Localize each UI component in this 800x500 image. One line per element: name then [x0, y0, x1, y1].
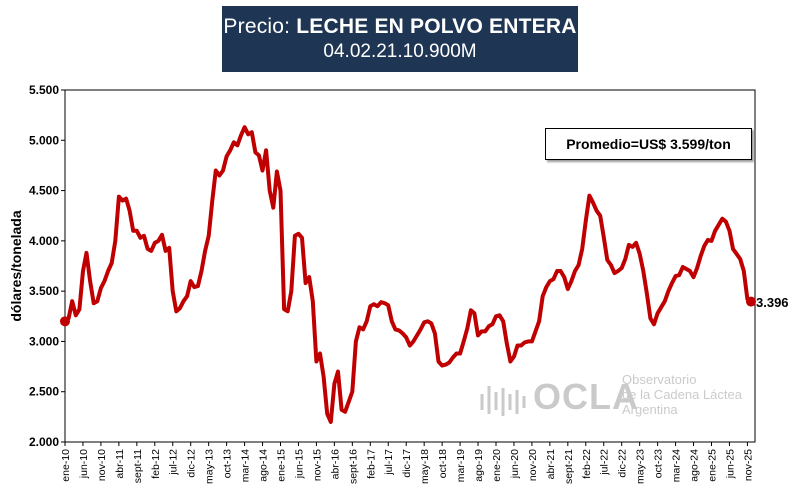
first-point-marker [60, 316, 70, 327]
x-tick-label: sept-16 [347, 449, 359, 484]
x-tick-label: may-13 [204, 449, 216, 484]
x-tick-label: jul-17 [383, 449, 395, 476]
y-tick-label: 4.500 [29, 184, 59, 198]
y-tick-label: 2.000 [29, 435, 59, 449]
x-tick-label: jun-20 [509, 449, 521, 479]
x-tick-label: jul-12 [168, 449, 180, 476]
x-tick-label: mar-24 [671, 449, 683, 482]
x-tick-label: ago-14 [258, 449, 270, 482]
x-tick-label: jun-25 [724, 449, 736, 479]
y-axis: 2.000 2.500 3.000 3.500 4.000 4.500 5.000 5.500 [29, 83, 65, 449]
watermark-line2: de la Cadena Láctea [622, 387, 742, 402]
x-tick-label: nov-15 [311, 449, 323, 481]
x-tick-label: may-23 [635, 449, 647, 484]
x-tick-label: dic-22 [617, 449, 629, 478]
plot-area-border [64, 89, 756, 443]
x-tick-label: jun-10 [78, 449, 90, 479]
last-value-label: 3.396 [756, 295, 789, 310]
x-tick-label: jul-22 [599, 449, 611, 476]
watermark-line3: Argentina [622, 402, 678, 417]
chart-subtitle: 04.02.21.10.900M [323, 41, 477, 62]
y-axis-label: dólares/tonelada [8, 210, 24, 321]
watermark-name: OCLA [533, 376, 639, 417]
x-tick-label: abr-11 [114, 449, 126, 479]
chart-title-box: Precio: LECHE EN POLVO ENTERA 04.02.21.1… [222, 6, 578, 72]
x-tick-label: feb-22 [581, 449, 593, 479]
watermark-subtitle: Observatorio de la Cadena Láctea Argenti… [622, 372, 742, 417]
x-tick-label: dic-17 [401, 449, 413, 478]
x-tick-label: sept-21 [563, 449, 575, 484]
x-tick-label: oct-23 [653, 449, 665, 478]
x-tick-label: ene-20 [491, 449, 503, 482]
x-tick-label: ene-15 [275, 449, 287, 482]
x-tick-label: nov-10 [96, 449, 108, 481]
y-tick-label: 5.000 [29, 133, 59, 147]
watermark-line1: Observatorio [622, 372, 697, 387]
x-tick-label: jun-15 [293, 449, 305, 479]
title-main: LECHE EN POLVO ENTERA [296, 15, 577, 38]
x-tick-label: ene-25 [706, 449, 718, 482]
last-point-marker [746, 296, 756, 307]
y-tick-label: 3.500 [29, 284, 59, 298]
ocla-watermark: OCLA Observatorio de la Cadena Láctea Ar… [478, 370, 758, 434]
x-tick-label: ene-10 [60, 449, 72, 482]
x-tick-label: abr-21 [545, 449, 557, 480]
x-tick-label: sept-11 [132, 449, 144, 483]
x-tick-label: feb-12 [150, 449, 162, 479]
average-box: Promedio=US$ 3.599/ton [545, 128, 752, 160]
x-tick-label: feb-17 [365, 449, 377, 479]
series-line [63, 125, 753, 424]
x-tick-label: dic-12 [186, 449, 198, 478]
x-tick-label: ago-24 [689, 449, 701, 482]
x-axis: ene-10 jun-10 nov-10 abr-11 sept-11 feb-12 jul… [60, 442, 754, 484]
chart-title: Precio: LECHE EN POLVO ENTERA [222, 15, 578, 39]
y-tick-label: 3.000 [29, 334, 59, 348]
x-tick-label: may-18 [419, 449, 431, 484]
x-tick-label: nov-20 [527, 449, 539, 481]
x-tick-label: oct-13 [222, 449, 234, 478]
y-tick-label: 4.000 [29, 234, 59, 248]
y-tick-label: 2.500 [29, 385, 59, 399]
ocla-logo-icon [480, 386, 526, 416]
x-tick-label: oct-18 [437, 449, 449, 478]
y-tick-label: 5.500 [29, 83, 59, 97]
x-tick-label: mar-19 [455, 449, 467, 482]
title-prefix: Precio: [223, 15, 291, 38]
x-tick-label: nov-25 [742, 449, 754, 481]
x-tick-label: ago-19 [473, 449, 485, 482]
x-tick-label: abr-16 [329, 449, 341, 480]
x-tick-label: mar-14 [240, 449, 252, 482]
